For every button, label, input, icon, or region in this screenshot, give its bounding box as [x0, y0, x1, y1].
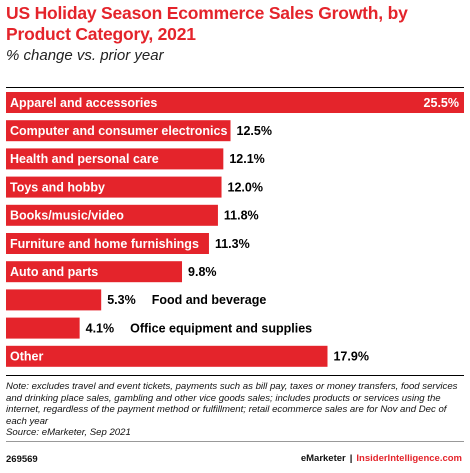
category-label: Food and beverage — [152, 293, 267, 307]
bar — [6, 261, 183, 283]
chart-subtitle: % change vs. prior year — [6, 47, 164, 64]
footnote-source: Source: eMarketer, Sep 2021 — [6, 427, 131, 439]
bar — [6, 148, 224, 170]
brand-separator: | — [349, 453, 353, 464]
category-label: Toys and hobby — [10, 180, 105, 194]
footnote: Note: excludes travel and event tickets,… — [6, 381, 466, 439]
category-label: Furniture and home furnishings — [10, 237, 199, 251]
bar — [6, 204, 218, 226]
value-label: 12.1% — [229, 152, 264, 166]
value-label: 9.8% — [188, 265, 217, 279]
bar — [6, 92, 464, 113]
top-divider — [6, 87, 464, 88]
footer-divider — [6, 441, 464, 442]
category-label: Auto and parts — [10, 265, 98, 279]
value-label: 12.0% — [228, 180, 263, 194]
value-label: 4.1% — [86, 321, 115, 335]
bottom-divider — [6, 375, 464, 376]
brand-name: eMarketer — [300, 453, 346, 464]
brand-site: InsiderIntelligence.com — [356, 453, 462, 464]
footnote-note: Note: excludes travel and event tickets,… — [6, 381, 458, 427]
value-label: 5.3% — [107, 293, 136, 307]
footer-brand: eMarketer | InsiderIntelligence.com — [301, 453, 462, 464]
category-label: Books/music/video — [10, 209, 124, 223]
chart-id: 269569 — [6, 454, 38, 465]
bar — [6, 233, 209, 254]
value-label: 11.8% — [224, 209, 259, 223]
bar — [6, 317, 80, 339]
value-label: 12.5% — [237, 124, 272, 138]
category-label: Office equipment and supplies — [130, 321, 312, 335]
category-label: Apparel and accessories — [10, 96, 157, 110]
category-label: Health and personal care — [10, 152, 159, 166]
bar — [6, 289, 102, 311]
bar — [6, 176, 222, 198]
bar — [6, 120, 231, 142]
bar — [6, 345, 328, 367]
value-label: 25.5% — [424, 96, 459, 110]
chart-title: US Holiday Season Ecommerce Sales Growth… — [6, 3, 408, 44]
value-label: 17.9% — [333, 350, 368, 364]
bar-chart: 25.5% Apparel and accessories 12.5% Compute… — [6, 92, 464, 367]
category-label: Other — [10, 350, 43, 364]
value-label: 11.3% — [215, 237, 250, 251]
category-label: Computer and consumer electronics — [10, 124, 227, 138]
